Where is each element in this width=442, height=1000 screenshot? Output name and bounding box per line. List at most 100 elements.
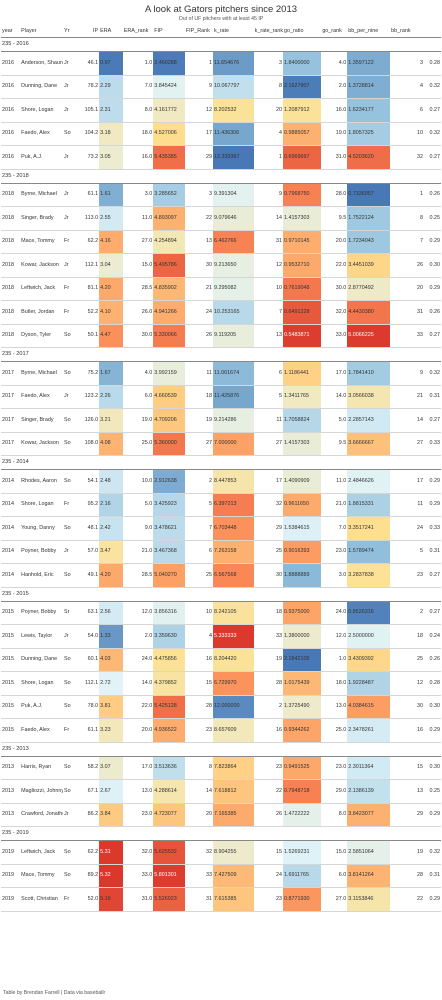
cell-era: 2.31	[99, 98, 123, 123]
cell-extra: 0.29	[423, 469, 441, 494]
col-header-ip[interactable]: IP	[77, 25, 100, 38]
cell-k-rate-rank: 25	[253, 540, 283, 564]
cell-bb-rank: 18	[390, 624, 424, 649]
table-row: 2016 Puk, A.J. Jr 73.2 3.05 16.0 5.435385 29 12.…	[1, 145, 441, 170]
cell-bb-per-nine: 3.6666667	[347, 432, 391, 456]
cell-era-rank: 19.0	[122, 408, 154, 433]
cell-go-rank: 19.0	[321, 122, 348, 146]
cell-year: 2013	[1, 779, 21, 804]
cell-era: 2.26	[99, 385, 123, 409]
cell-player: Poyner, Bobby	[20, 601, 64, 625]
group-header-row: 235 - 2014	[1, 455, 441, 470]
col-header-go-rank[interactable]: go_rank	[321, 25, 348, 38]
cell-k-rate-rank: 9	[253, 183, 283, 207]
cell-go-rank: 2.0	[321, 75, 348, 99]
cell-year: 2014	[1, 516, 21, 541]
group-label: 235 - 2019	[1, 826, 441, 841]
cell-yr: Jr	[63, 803, 78, 827]
cell-k-rate: 11.436306	[213, 122, 254, 146]
cell-year: 2018	[1, 206, 21, 231]
cell-ip: 126.0	[77, 408, 100, 433]
cell-fip-rank: 10	[184, 601, 214, 625]
cell-bb-per-nine: 3.4451039	[347, 253, 391, 278]
cell-k-rate-rank: 23	[253, 756, 283, 780]
col-header-go-ratio[interactable]: go_ratio	[282, 25, 322, 38]
cell-year: 2018	[1, 324, 21, 348]
col-header-era-rank[interactable]: ERA_rank	[122, 25, 154, 38]
cell-fip: 3.425923	[153, 493, 185, 517]
col-header-bb-rank[interactable]: bb_rank	[390, 25, 424, 38]
col-header-k-rate[interactable]: k_rate	[213, 25, 254, 38]
cell-k-rate-rank: 7	[253, 300, 283, 325]
cell-ip: 46.1	[77, 51, 100, 76]
cell-fip-rank: 25	[184, 563, 214, 588]
cell-bb-rank: 21	[390, 385, 424, 409]
cell-bb-per-nine: 1.5789474	[347, 540, 391, 564]
table-row: 2014 Rhodes, Aaron So 54.1 2.48 10.0 2.912638 2…	[1, 469, 441, 494]
cell-era: 1.61	[99, 183, 123, 207]
cell-player: Dunning, Dane	[20, 75, 64, 99]
cell-year: 2017	[1, 408, 21, 433]
cell-go-ratio: 1.3411765	[282, 385, 322, 409]
cell-extra: 0.32	[423, 840, 441, 865]
cell-player: Singer, Brady	[20, 408, 64, 433]
cell-era: 1.67	[99, 361, 123, 386]
table-row: 2018 Byrne, Michael Jr 61.1 1.61 3.0 3.285652 3…	[1, 183, 441, 207]
cell-go-ratio: 1.4090909	[282, 469, 322, 494]
col-header-k-rate-rank[interactable]: k_rate_rank	[253, 25, 283, 38]
col-header-era[interactable]: ERA	[99, 25, 123, 38]
table-row: 2015 Faedo, Alex Fr 61.1 3.23 20.0 4.936522 23 8…	[1, 718, 441, 743]
group-header-row: 235 - 2017	[1, 347, 441, 362]
cell-yr: Fr	[63, 300, 78, 325]
cell-fip: 4.936522	[153, 718, 185, 743]
cell-bb-rank: 20	[390, 277, 424, 301]
cell-go-rank: 25.0	[321, 718, 348, 743]
cell-bb-rank: 22	[390, 887, 424, 912]
cell-fip-rank: 16	[184, 648, 214, 672]
cell-era: 4.20	[99, 277, 123, 301]
cell-k-rate-rank: 2	[253, 695, 283, 719]
col-header-year[interactable]: year	[1, 25, 21, 38]
cell-extra: 0.32	[423, 361, 441, 386]
col-header-player[interactable]: Player	[20, 25, 64, 38]
cell-era-rank: 23.0	[122, 803, 154, 827]
cell-fip-rank: 18	[184, 385, 214, 409]
cell-extra: 0.26	[423, 648, 441, 672]
cell-fip-rank: 24	[184, 300, 214, 325]
table-row: 2015 Shore, Logan So 112.1 2.72 14.0 4.379852 1…	[1, 671, 441, 696]
cell-go-rank: 6.0	[321, 864, 348, 888]
col-header-yr[interactable]: Yr	[63, 25, 78, 38]
cell-fip: 4.379852	[153, 671, 185, 696]
table-row: 2017 Byrne, Michael So 75.2 1.67 4.0 3.992159 1…	[1, 361, 441, 386]
cell-era: 3.05	[99, 145, 123, 170]
cell-k-rate: 6.729970	[213, 671, 254, 696]
cell-year: 2015	[1, 648, 21, 672]
cell-go-rank: 17.0	[321, 361, 348, 386]
cell-fip-rank: 28	[184, 695, 214, 719]
cell-k-rate: 11.061674	[213, 361, 254, 386]
cell-bb-per-nine: 2.5851064	[347, 840, 391, 865]
cell-fip: 3.467368	[153, 540, 185, 564]
cell-era-rank: 13.0	[122, 779, 154, 804]
cell-bb-rank: 4	[390, 75, 424, 99]
page-title: A look at Gators pitchers since 2013	[144, 4, 298, 15]
cell-k-rate: 8.204420	[213, 648, 254, 672]
cell-bb-rank: 8	[390, 206, 424, 231]
cell-go-ratio: 1.6911765	[282, 864, 322, 888]
cell-era-rank: 31.0	[122, 887, 154, 912]
cell-k-rate-rank: 17	[253, 469, 283, 494]
table-row: 2015 Lewis, Taylor Jr 54.0 1.33 2.0 3.359630 4 5…	[1, 624, 441, 649]
cell-extra: 0.27	[423, 563, 441, 588]
cell-ip: 49.1	[77, 563, 100, 588]
col-header-fip-rank[interactable]: FIP_Rank	[184, 25, 214, 38]
cell-fip-rank: 15	[184, 671, 214, 696]
cell-go-ratio: 0.9532710	[282, 253, 322, 278]
col-header-bb-per-nine[interactable]: bb_per_nine	[347, 25, 391, 38]
pitchers-table: year Player Yr IP ERA ERA_rank FIP FIP_R…	[1, 25, 441, 912]
cell-era-rank: 4.0	[122, 361, 154, 386]
cell-k-rate: 7.823864	[213, 756, 254, 780]
col-header-fip[interactable]: FIP	[153, 25, 185, 38]
cell-bb-rank: 27	[390, 432, 424, 456]
cell-player: Faedo, Alex	[20, 122, 64, 146]
